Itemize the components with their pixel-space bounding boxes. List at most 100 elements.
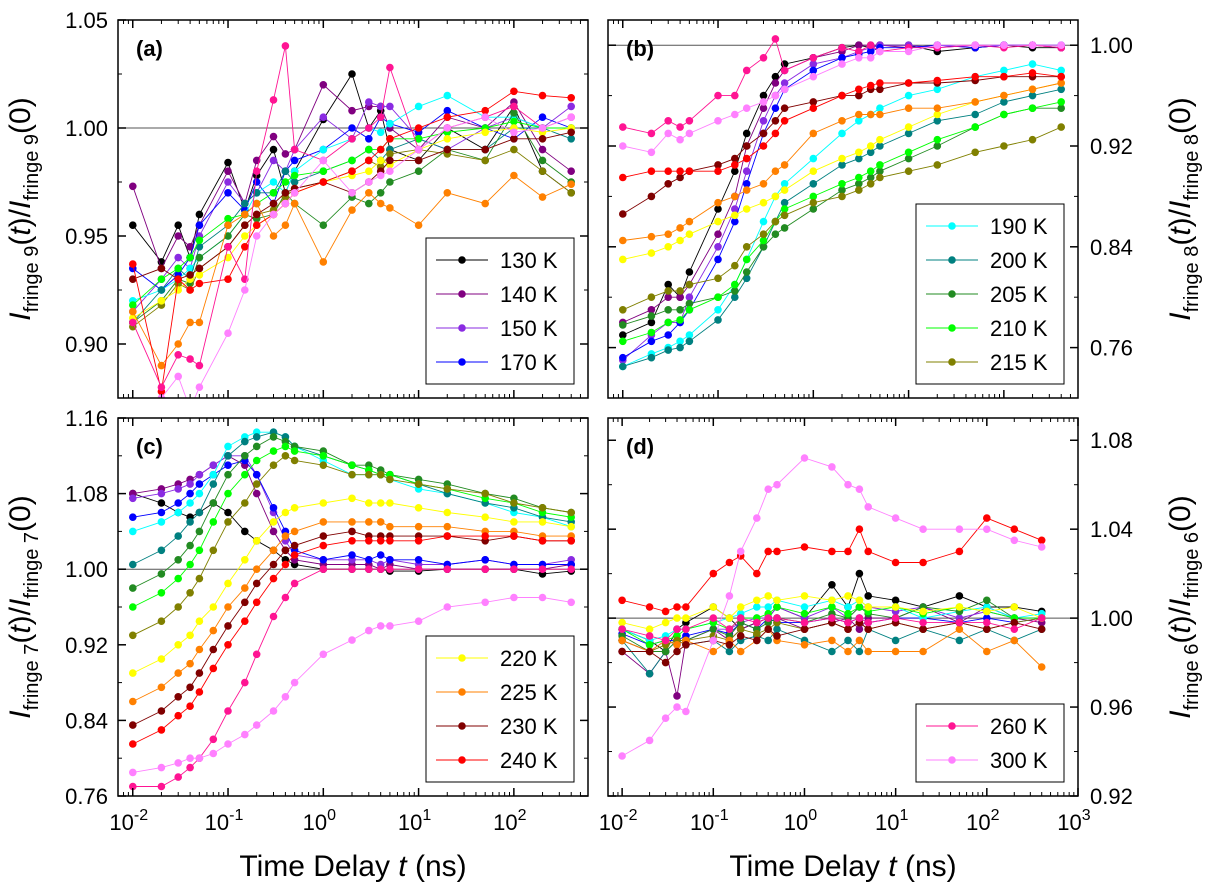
data-point [647, 337, 656, 346]
legend-label: 260 K [990, 714, 1048, 739]
data-point [685, 230, 694, 238]
data-point [174, 351, 182, 359]
y-tick-label: 1.04 [1090, 517, 1133, 542]
data-point [224, 641, 232, 649]
data-point [414, 167, 423, 175]
data-point [731, 91, 739, 100]
data-point [904, 104, 913, 112]
data-point [676, 337, 684, 346]
data-point [269, 232, 278, 240]
data-point [241, 221, 249, 229]
data-point [290, 178, 299, 186]
data-point [376, 156, 385, 165]
data-point [933, 104, 942, 112]
y-tick-label: 1.00 [65, 557, 108, 582]
data-point [828, 596, 836, 605]
data-point [281, 560, 290, 569]
data-point [742, 142, 751, 150]
series-line [621, 517, 1042, 612]
data-point [714, 274, 722, 283]
data-point [685, 337, 694, 346]
data-point [386, 119, 394, 128]
data-point [773, 603, 781, 611]
data-point [731, 205, 739, 213]
data-point [195, 546, 204, 555]
data-point [481, 565, 490, 573]
data-point [838, 60, 846, 68]
data-point [241, 730, 249, 739]
data-point [348, 537, 356, 545]
data-point [855, 603, 864, 611]
data-point [224, 508, 232, 517]
data-point [174, 532, 182, 540]
data-point [618, 625, 626, 633]
data-point [252, 579, 261, 588]
data-point [828, 614, 836, 622]
data-point [224, 167, 232, 175]
data-point [538, 193, 547, 201]
data-point [241, 470, 249, 479]
y-tick-label: 1.00 [65, 116, 108, 141]
data-point [647, 353, 656, 362]
data-point [290, 447, 299, 455]
data-point [365, 167, 373, 175]
data-point [682, 707, 690, 716]
data-point [664, 306, 672, 314]
data-point [241, 210, 249, 219]
data-point [673, 692, 681, 700]
data-point [414, 504, 423, 512]
data-point [919, 647, 927, 656]
data-point [252, 199, 261, 208]
data-point [955, 618, 964, 627]
data-point [800, 641, 809, 649]
data-point [753, 596, 761, 605]
data-point [443, 145, 452, 154]
data-point [647, 312, 656, 320]
data-point [348, 494, 356, 503]
data-point [281, 452, 290, 460]
data-point [685, 167, 694, 175]
data-point [773, 614, 781, 622]
data-point [481, 532, 490, 540]
series-line [622, 107, 1062, 326]
y-tick-label: 0.92 [1090, 784, 1133, 809]
data-point [866, 167, 875, 175]
data-point [443, 522, 452, 531]
data-point [157, 546, 166, 555]
data-point [904, 79, 913, 87]
data-point [386, 475, 394, 484]
data-point [714, 217, 722, 226]
data-point [443, 91, 452, 100]
data-point [619, 236, 627, 245]
data-point [645, 641, 654, 649]
data-point [269, 560, 278, 569]
data-point [129, 631, 137, 640]
data-point [685, 117, 694, 125]
data-point [386, 167, 394, 175]
y-tick-label: 0.84 [65, 708, 108, 733]
data-point [319, 565, 328, 573]
data-point [800, 625, 809, 633]
data-point [809, 54, 818, 62]
data-point [866, 41, 875, 49]
data-point [759, 236, 768, 245]
data-point [376, 145, 385, 154]
data-point [759, 54, 768, 62]
legend-label: 150 K [500, 316, 558, 341]
data-point [771, 117, 780, 125]
data-point [714, 205, 722, 213]
data-point [809, 167, 818, 175]
data-point [714, 306, 722, 314]
data-point [252, 167, 261, 175]
legend-marker [948, 722, 956, 730]
data-point [838, 91, 846, 100]
data-point [319, 81, 328, 89]
data-point [933, 41, 942, 49]
data-point [348, 70, 356, 78]
data-point [174, 275, 182, 284]
data-point [209, 461, 218, 470]
series-group [618, 454, 1046, 760]
data-point [855, 148, 863, 157]
data-point [855, 647, 864, 656]
